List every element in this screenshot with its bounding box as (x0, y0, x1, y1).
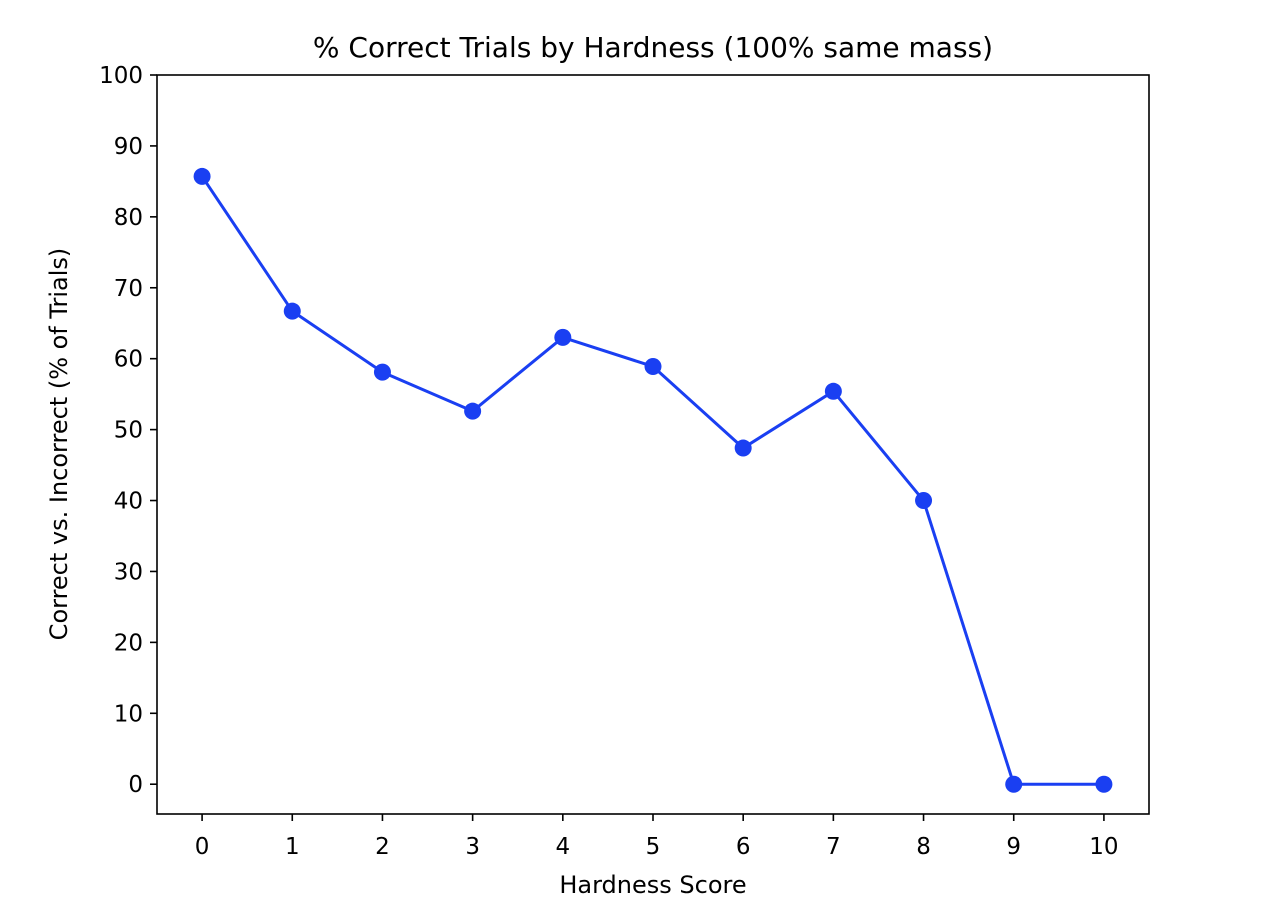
data-point (283, 302, 301, 320)
x-tick-label: 4 (555, 834, 570, 860)
y-tick-label: 0 (128, 772, 143, 798)
data-point (373, 363, 391, 381)
y-tick-label: 10 (114, 701, 143, 727)
y-tick-label: 70 (114, 276, 143, 302)
plot-frame (156, 74, 1150, 815)
y-axis: 0 10 20 30 40 50 60 70 80 90 100 (99, 63, 157, 798)
data-point (1005, 775, 1023, 793)
data-point (193, 167, 211, 185)
data-point (824, 382, 842, 400)
data-point (554, 328, 572, 346)
x-tick-label: 10 (1089, 834, 1118, 860)
x-axis-label: Hardness Score (559, 871, 746, 899)
chart-title: % Correct Trials by Hardness (100% same … (313, 31, 993, 64)
x-tick-label: 9 (1006, 834, 1021, 860)
y-tick-label: 80 (114, 205, 143, 231)
plot-area (156, 74, 1150, 815)
x-tick-label: 1 (285, 834, 300, 860)
x-tick-label: 8 (916, 834, 931, 860)
data-point (1095, 775, 1113, 793)
y-tick-label: 100 (99, 63, 143, 89)
x-tick-label: 6 (736, 834, 751, 860)
data-point (464, 402, 482, 420)
data-point (915, 492, 933, 510)
x-tick-label: 7 (826, 834, 841, 860)
x-tick-label: 3 (465, 834, 480, 860)
x-tick-label: 2 (375, 834, 390, 860)
x-tick-label: 0 (195, 834, 210, 860)
data-point (644, 357, 662, 375)
y-axis-label: Correct vs. Incorrect (% of Trials) (45, 248, 73, 641)
series-line (200, 175, 1104, 786)
data-point (734, 439, 752, 457)
series-layer (193, 167, 1113, 793)
y-tick-label: 90 (114, 134, 143, 160)
y-tick-label: 40 (114, 489, 143, 515)
y-tick-label: 30 (114, 559, 143, 585)
y-tick-label: 20 (114, 630, 143, 656)
y-tick-label: 60 (114, 347, 143, 373)
x-axis: 0 1 2 3 4 5 6 7 8 9 10 (195, 814, 1119, 860)
x-tick-label: 5 (646, 834, 661, 860)
y-tick-label: 50 (114, 418, 143, 444)
